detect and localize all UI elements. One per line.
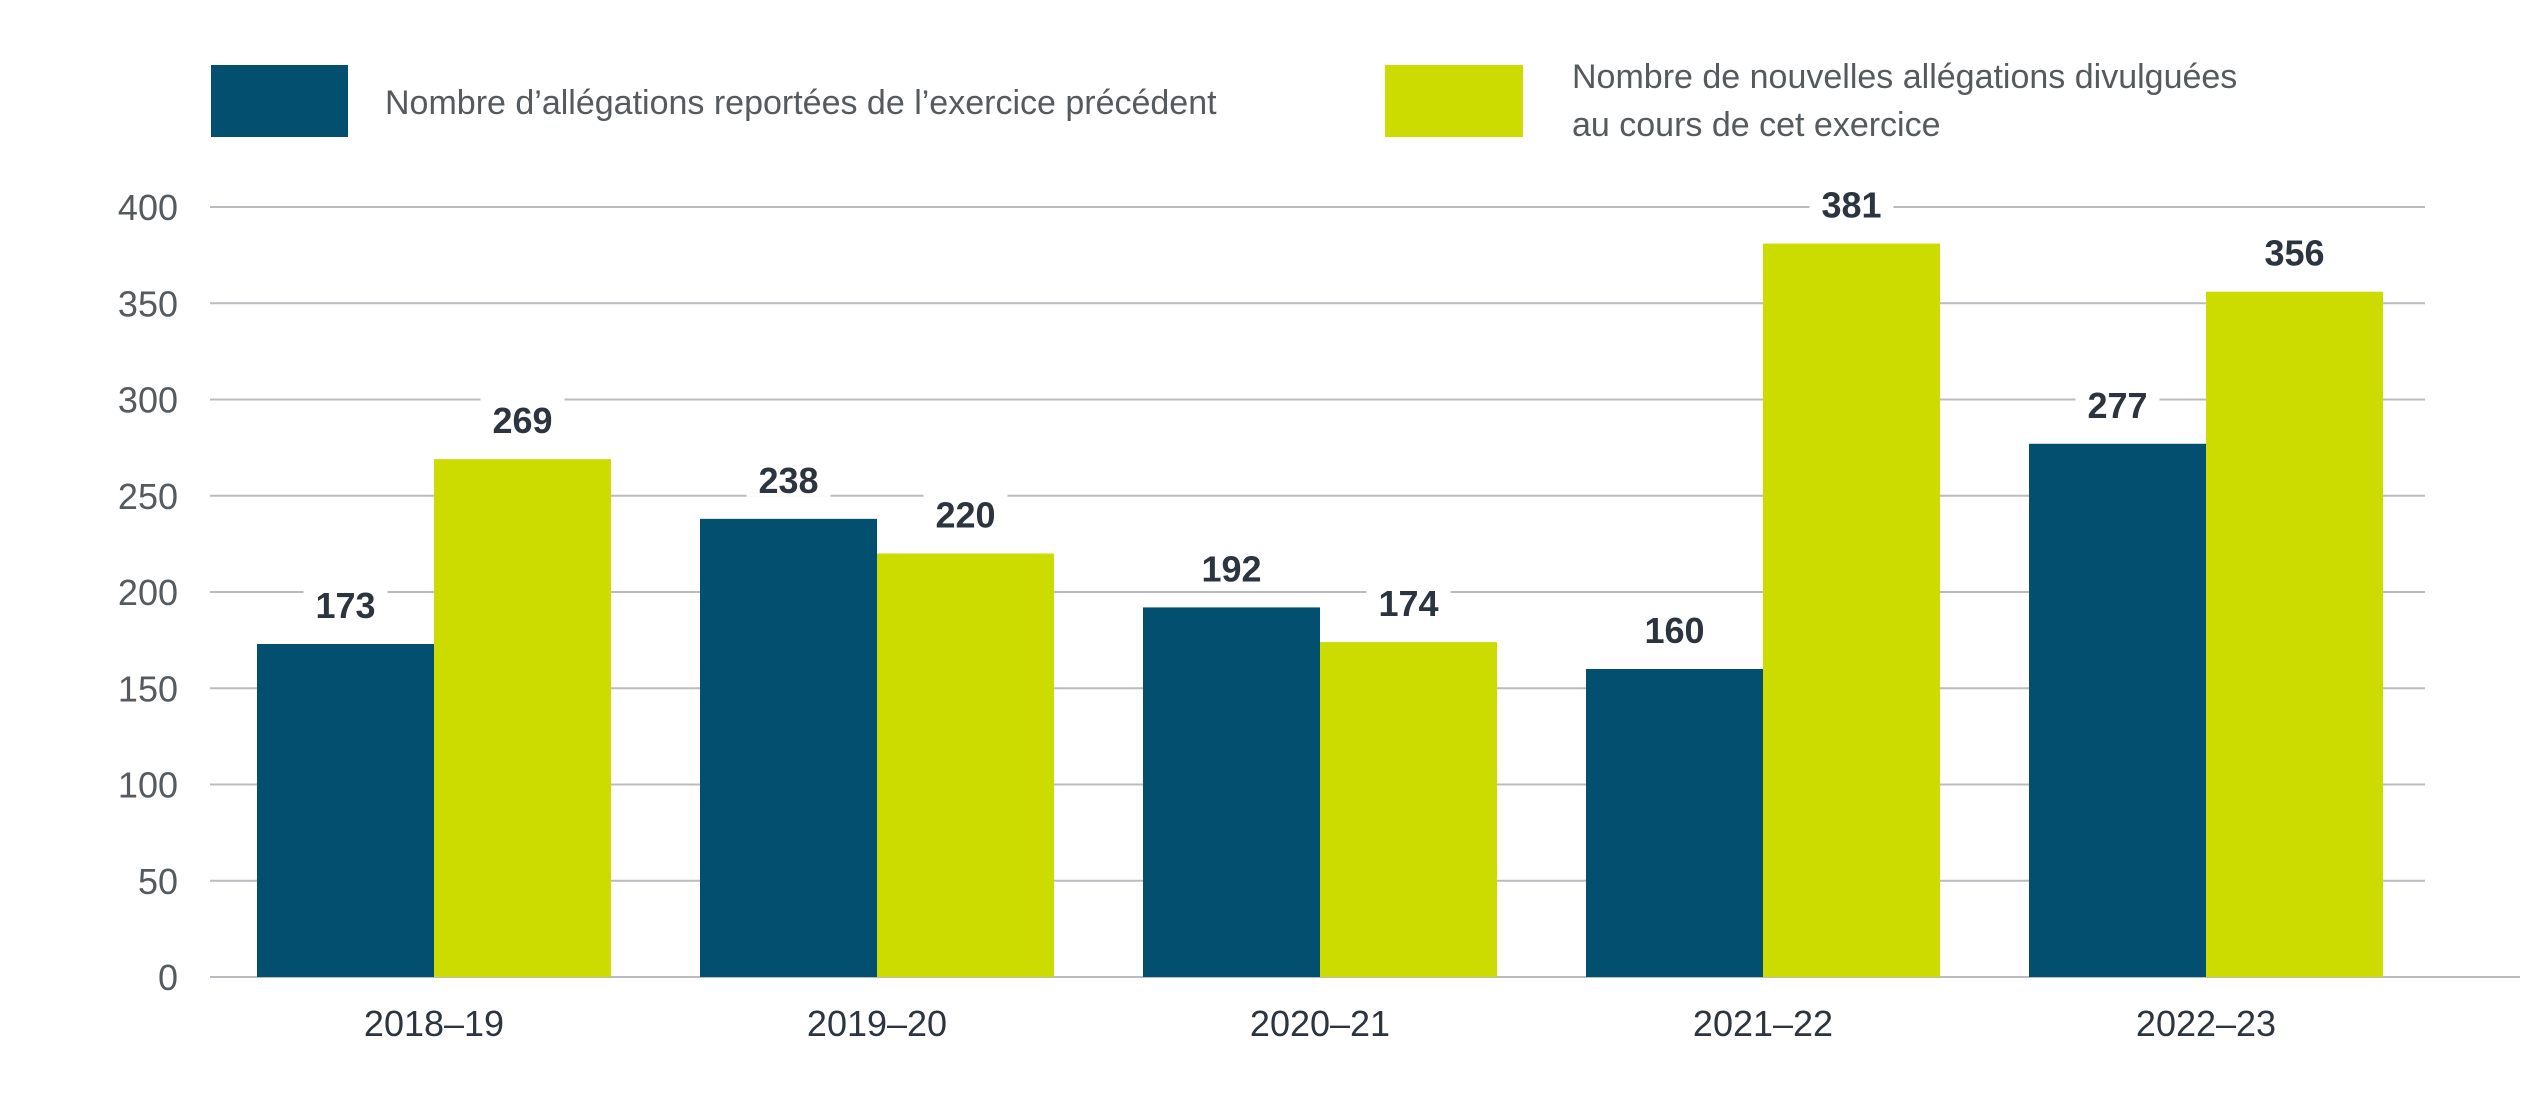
- legend-label-carried-over: Nombre d’allégations reportées de l’exer…: [385, 79, 1217, 127]
- x-axis-categories: 2018–19 2019–20 2020–21 2021–22 2022–23: [364, 1003, 2276, 1044]
- data-label: 192: [1201, 548, 1261, 589]
- bars: [257, 243, 2383, 977]
- x-category-label: 2018–19: [364, 1003, 504, 1044]
- y-tick-label: 150: [118, 668, 178, 709]
- legend-label-line: Nombre de nouvelles allégations divulgué…: [1572, 58, 2238, 96]
- data-label: 277: [2087, 385, 2147, 426]
- x-category-label: 2020–21: [1250, 1003, 1390, 1044]
- data-label: 238: [758, 460, 818, 501]
- data-label-background: [746, 456, 831, 497]
- x-category-label: 2019–20: [807, 1003, 947, 1044]
- data-label: 173: [315, 585, 375, 626]
- y-tick-label: 350: [118, 283, 178, 324]
- data-label: 174: [1378, 583, 1438, 624]
- y-tick-label: 50: [138, 861, 178, 902]
- data-label-background: [1632, 607, 1717, 647]
- legend-label-new: Nombre de nouvelles allégations divulgué…: [1572, 53, 2237, 149]
- y-tick-label: 100: [118, 765, 178, 806]
- data-label-background: [1809, 181, 1894, 222]
- data-label-background: [2252, 229, 2337, 270]
- data-label-background: [1189, 545, 1274, 586]
- data-label-background: [1366, 580, 1451, 621]
- bar: [1143, 607, 1320, 977]
- x-category-label: 2021–22: [1693, 1003, 1833, 1044]
- y-tick-label: 200: [118, 572, 178, 613]
- bar: [1763, 243, 1940, 977]
- data-label-background: [923, 491, 1008, 532]
- bar: [1320, 642, 1497, 977]
- bar: [1586, 669, 1763, 977]
- data-label: 269: [492, 400, 552, 441]
- data-label-background: [303, 581, 388, 622]
- bar: [2029, 443, 2206, 977]
- data-label: 381: [1821, 185, 1881, 226]
- bar: [257, 643, 434, 977]
- y-tick-label: 250: [118, 476, 178, 517]
- legend-label-line: au cours de cet exercice: [1572, 106, 1941, 144]
- legend-swatch-carried-over: [211, 65, 348, 137]
- data-labels: 173 269 238 220 192 174 160 381 277 356: [303, 181, 2337, 651]
- legend-label-line: Nombre d’allégations reportées de l’exer…: [385, 84, 1217, 122]
- y-axis-ticks: 0 50 100 150 200 250 300 350 400: [118, 187, 178, 998]
- bar: [877, 553, 1054, 977]
- legend-swatch-new: [1385, 65, 1523, 137]
- x-category-label: 2022–23: [2136, 1003, 2276, 1044]
- data-label-background: [2075, 381, 2160, 422]
- y-tick-label: 0: [158, 957, 178, 998]
- data-label: 220: [935, 495, 995, 536]
- bar: [2206, 291, 2383, 977]
- data-label: 356: [2264, 233, 2324, 274]
- y-tick-label: 400: [118, 187, 178, 228]
- data-label-background: [480, 397, 565, 438]
- y-tick-label: 300: [118, 380, 178, 421]
- bar: [434, 459, 611, 977]
- data-label: 160: [1644, 610, 1704, 651]
- bar: [700, 518, 877, 977]
